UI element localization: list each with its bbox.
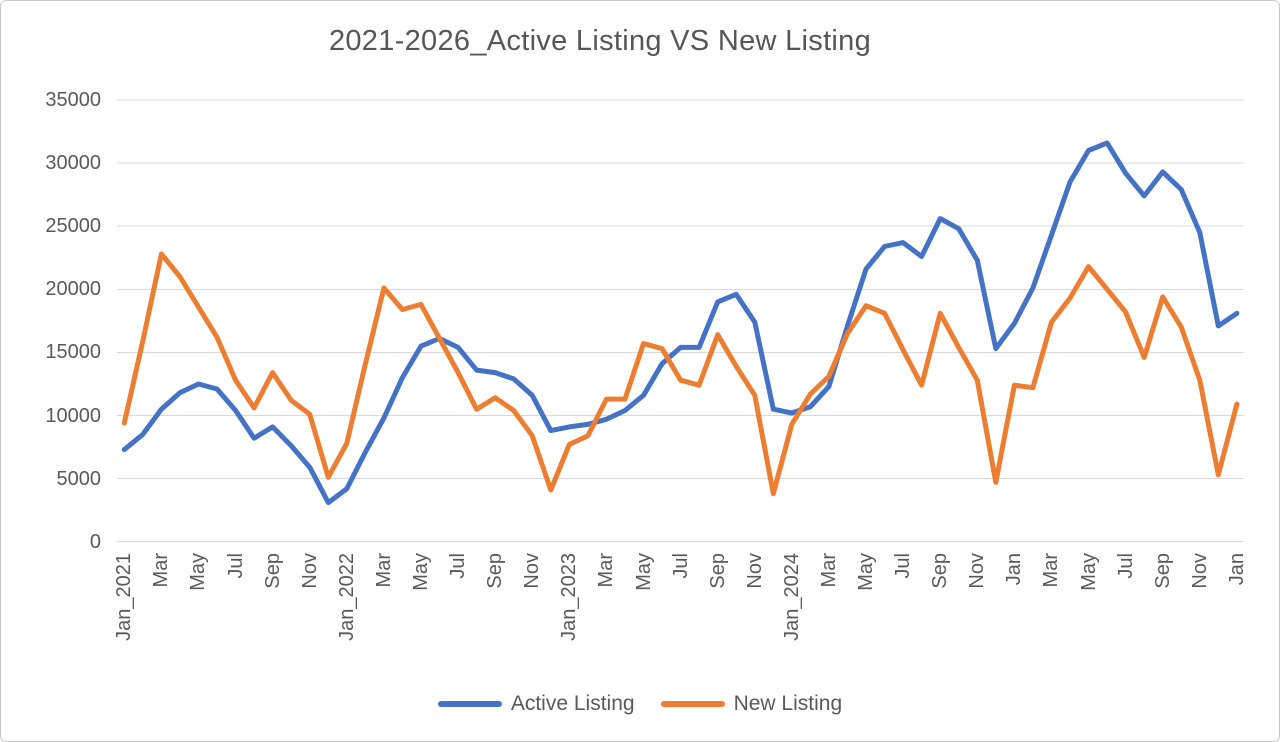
- x-axis-tick-label: Jul: [670, 553, 692, 579]
- series-line-active-listing: [121, 140, 1240, 506]
- y-axis-tick-label: 5000: [56, 468, 102, 490]
- x-axis-tick-label: Jan_2023: [558, 553, 580, 641]
- legend-item-new-listing: New Listing: [660, 692, 843, 716]
- x-axis-tick-label: May: [633, 553, 655, 591]
- x-axis-tick-label: Nov: [966, 553, 988, 589]
- x-axis-tick-label: May: [187, 553, 209, 591]
- y-axis-tick-label: 15000: [45, 341, 101, 363]
- x-axis-tick-label: May: [1078, 553, 1100, 591]
- x-axis-tick-label: Sep: [1152, 553, 1174, 589]
- x-axis-tick-label: Nov: [299, 553, 321, 589]
- series-line-new-listing: [121, 251, 1240, 497]
- x-axis-tick-label: May: [410, 553, 432, 591]
- y-axis-tick-label: 30000: [45, 152, 101, 174]
- x-axis-tick-label: Mar: [818, 553, 840, 588]
- chart-title: 2021-2026_Active Listing VS New Listing: [328, 25, 872, 57]
- legend-swatch-active-listing: [437, 701, 502, 707]
- x-axis-tick-label: Mar: [1040, 553, 1062, 588]
- legend-item-active-listing: Active Listing: [437, 692, 635, 716]
- y-axis-tick-label: 20000: [45, 278, 101, 300]
- legend-label-new-listing: New Listing: [733, 692, 843, 715]
- x-axis-tick-label: Nov: [521, 553, 543, 589]
- x-axis-tick-label: Jul: [892, 553, 914, 579]
- legend: Active Listing New Listing: [1, 692, 1279, 716]
- x-axis-tick-label: Jan: [1226, 553, 1248, 586]
- x-axis-tick-label: Jan_2022: [336, 553, 358, 641]
- x-axis-tick-label: Sep: [262, 553, 284, 589]
- x-axis-tick-label: Jan_2021: [113, 553, 135, 641]
- x-axis-tick-label: Nov: [744, 553, 766, 589]
- x-axis-tick-label: Jul: [225, 553, 247, 579]
- legend-swatch-new-listing: [660, 701, 725, 707]
- x-axis-tick-label: Sep: [707, 553, 729, 589]
- x-axis-tick-label: Sep: [929, 553, 951, 589]
- x-axis-tick-label: Jul: [1115, 553, 1137, 579]
- x-axis-tick-label: Jul: [447, 553, 469, 579]
- x-axis-tick-label: Jan: [1003, 553, 1025, 586]
- y-axis-tick-label: 25000: [45, 215, 101, 237]
- x-axis-tick-label: Sep: [484, 553, 506, 589]
- legend-label-active-listing: Active Listing: [510, 692, 635, 715]
- y-axis-tick-label: 35000: [45, 89, 101, 111]
- x-axis-tick-label: Mar: [373, 553, 395, 588]
- x-axis-tick-label: Mar: [595, 553, 617, 588]
- x-axis-tick-label: May: [855, 553, 877, 591]
- x-axis-tick-label: Jan_2024: [781, 553, 803, 641]
- y-axis-tick-label: 0: [89, 531, 101, 553]
- x-axis-tick-label: Nov: [1189, 553, 1211, 589]
- x-axis-tick-label: Mar: [150, 553, 172, 588]
- y-axis-tick-label: 10000: [45, 405, 101, 427]
